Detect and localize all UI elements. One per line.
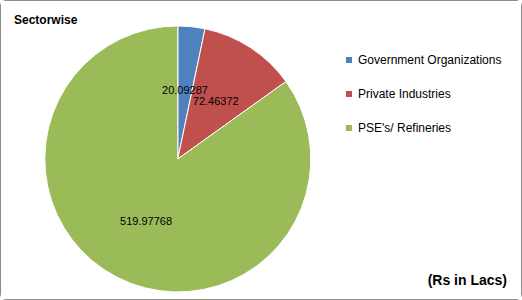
svg-text:72.46372: 72.46372	[193, 95, 239, 107]
svg-text:Government Organizations: Government Organizations	[358, 53, 501, 67]
svg-text:20.09287: 20.09287	[162, 83, 208, 96]
svg-text:Private Industries: Private Industries	[358, 87, 451, 101]
svg-text:Sectorwise: Sectorwise	[14, 13, 78, 27]
svg-text:519.97768: 519.97768	[120, 215, 172, 227]
svg-text:PSE's/ Refineries: PSE's/ Refineries	[358, 121, 451, 135]
svg-text:(Rs in Lacs): (Rs in Lacs)	[428, 272, 507, 288]
